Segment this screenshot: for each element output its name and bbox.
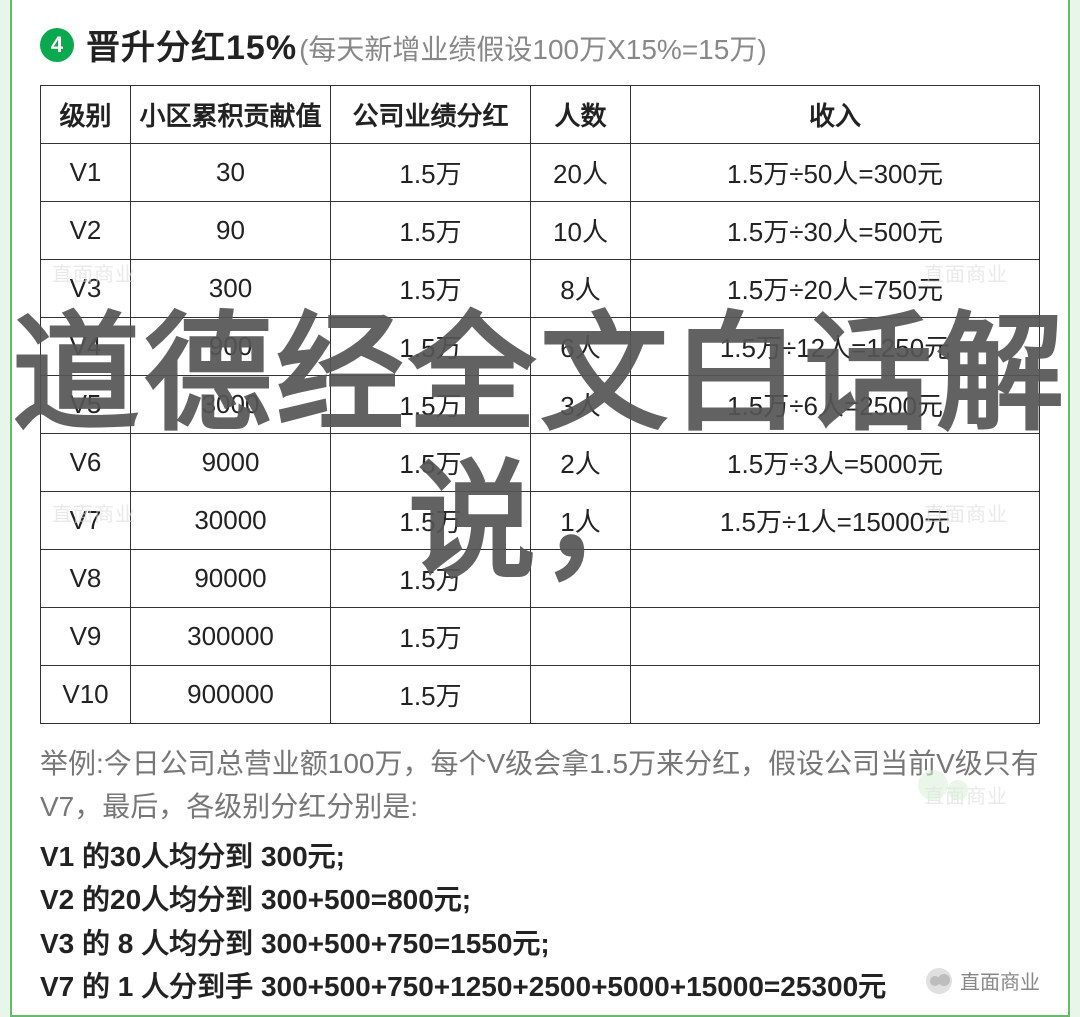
- table-row: V33001.5万8人1.5万÷20人=750元: [41, 260, 1040, 318]
- cell: [631, 608, 1040, 666]
- cell: 6人: [531, 318, 631, 376]
- cell: [531, 608, 631, 666]
- col-level: 级别: [41, 86, 131, 144]
- section-number-badge: 4: [40, 28, 74, 62]
- cell: V3: [41, 260, 131, 318]
- table-row: V93000001.5万: [41, 608, 1040, 666]
- table-row: V530001.5万3人1.5万÷6人=2500元: [41, 376, 1040, 434]
- cell: V4: [41, 318, 131, 376]
- col-income: 收入: [631, 86, 1040, 144]
- cell: [531, 550, 631, 608]
- dividend-table: 级别 小区累积贡献值 公司业绩分红 人数 收入 V1301.5万20人1.5万÷…: [40, 85, 1040, 724]
- cell: 1.5万: [331, 318, 531, 376]
- cell: 1.5万: [331, 550, 531, 608]
- example-line: V1 的30人均分到 300元;: [40, 835, 1040, 878]
- section-header: 4 晋升分红15% (每天新增业绩假设100万X15%=15万): [40, 20, 1040, 69]
- cell: 1.5万÷30人=500元: [631, 202, 1040, 260]
- cell: V9: [41, 608, 131, 666]
- cell: V6: [41, 434, 131, 492]
- table-row: V8900001.5万: [41, 550, 1040, 608]
- table-row: V1301.5万20人1.5万÷50人=300元: [41, 144, 1040, 202]
- table-row: V109000001.5万: [41, 666, 1040, 724]
- cell: 8人: [531, 260, 631, 318]
- cell: 1.5万÷50人=300元: [631, 144, 1040, 202]
- cell: 1.5万÷6人=2500元: [631, 376, 1040, 434]
- cell: 1.5万: [331, 434, 531, 492]
- cell: 900000: [131, 666, 331, 724]
- example-line: V3 的 8 人均分到 300+500+750=1550元;: [40, 922, 1040, 965]
- cell: 1.5万÷20人=750元: [631, 260, 1040, 318]
- col-contrib: 小区累积贡献值: [131, 86, 331, 144]
- cell: [631, 550, 1040, 608]
- cell: 30: [131, 144, 331, 202]
- col-bonus: 公司业绩分红: [331, 86, 531, 144]
- footer-credit-label: 直面商业: [960, 966, 1040, 995]
- cell: 30000: [131, 492, 331, 550]
- table-header-row: 级别 小区累积贡献值 公司业绩分红 人数 收入: [41, 86, 1040, 144]
- cell: [631, 666, 1040, 724]
- table-row: V690001.5万2人1.5万÷3人=5000元: [41, 434, 1040, 492]
- footer-credit: 直面商业: [926, 966, 1040, 995]
- cell: 1.5万÷12人=1250元: [631, 318, 1040, 376]
- cell: V8: [41, 550, 131, 608]
- cell: V7: [41, 492, 131, 550]
- section-subtitle: (每天新增业绩假设100万X15%=15万): [299, 28, 767, 68]
- cell: V5: [41, 376, 131, 434]
- table-row: V7300001.5万1人1.5万÷1人=15000元: [41, 492, 1040, 550]
- cell: 9000: [131, 434, 331, 492]
- cell: 90: [131, 202, 331, 260]
- cell: 1.5万: [331, 608, 531, 666]
- cell: V1: [41, 144, 131, 202]
- cell: 1.5万÷1人=15000元: [631, 492, 1040, 550]
- cell: 900: [131, 318, 331, 376]
- cell: 1.5万: [331, 492, 531, 550]
- cell: 1人: [531, 492, 631, 550]
- cell: 1.5万: [331, 260, 531, 318]
- section-title: 晋升分红15%: [86, 20, 297, 69]
- cell: 1.5万: [331, 666, 531, 724]
- cell: 1.5万: [331, 202, 531, 260]
- cell: 300: [131, 260, 331, 318]
- example-line: V2 的20人均分到 300+500=800元;: [40, 878, 1040, 921]
- example-line: V7 的 1 人分到手 300+500+750+1250+2500+5000+1…: [40, 965, 1040, 1008]
- wechat-icon: [926, 968, 952, 994]
- col-people: 人数: [531, 86, 631, 144]
- cell: 2人: [531, 434, 631, 492]
- cell: 1.5万: [331, 144, 531, 202]
- table-row: V2901.5万10人1.5万÷30人=500元: [41, 202, 1040, 260]
- cell: V2: [41, 202, 131, 260]
- cell: 1.5万÷3人=5000元: [631, 434, 1040, 492]
- table-row: V49001.5万6人1.5万÷12人=1250元: [41, 318, 1040, 376]
- cell: 20人: [531, 144, 631, 202]
- cell: 3000: [131, 376, 331, 434]
- cell: 3人: [531, 376, 631, 434]
- example-intro: 举例:今日公司总营业额100万，每个V级会拿1.5万来分红，假设公司当前V级只有…: [40, 742, 1040, 829]
- cell: 300000: [131, 608, 331, 666]
- cell: [531, 666, 631, 724]
- cell: V10: [41, 666, 131, 724]
- example-list: V1 的30人均分到 300元; V2 的20人均分到 300+500=800元…: [40, 835, 1040, 1009]
- content-card: 4 晋升分红15% (每天新增业绩假设100万X15%=15万) 级别 小区累积…: [10, 0, 1070, 1017]
- cell: 10人: [531, 202, 631, 260]
- cell: 90000: [131, 550, 331, 608]
- cell: 1.5万: [331, 376, 531, 434]
